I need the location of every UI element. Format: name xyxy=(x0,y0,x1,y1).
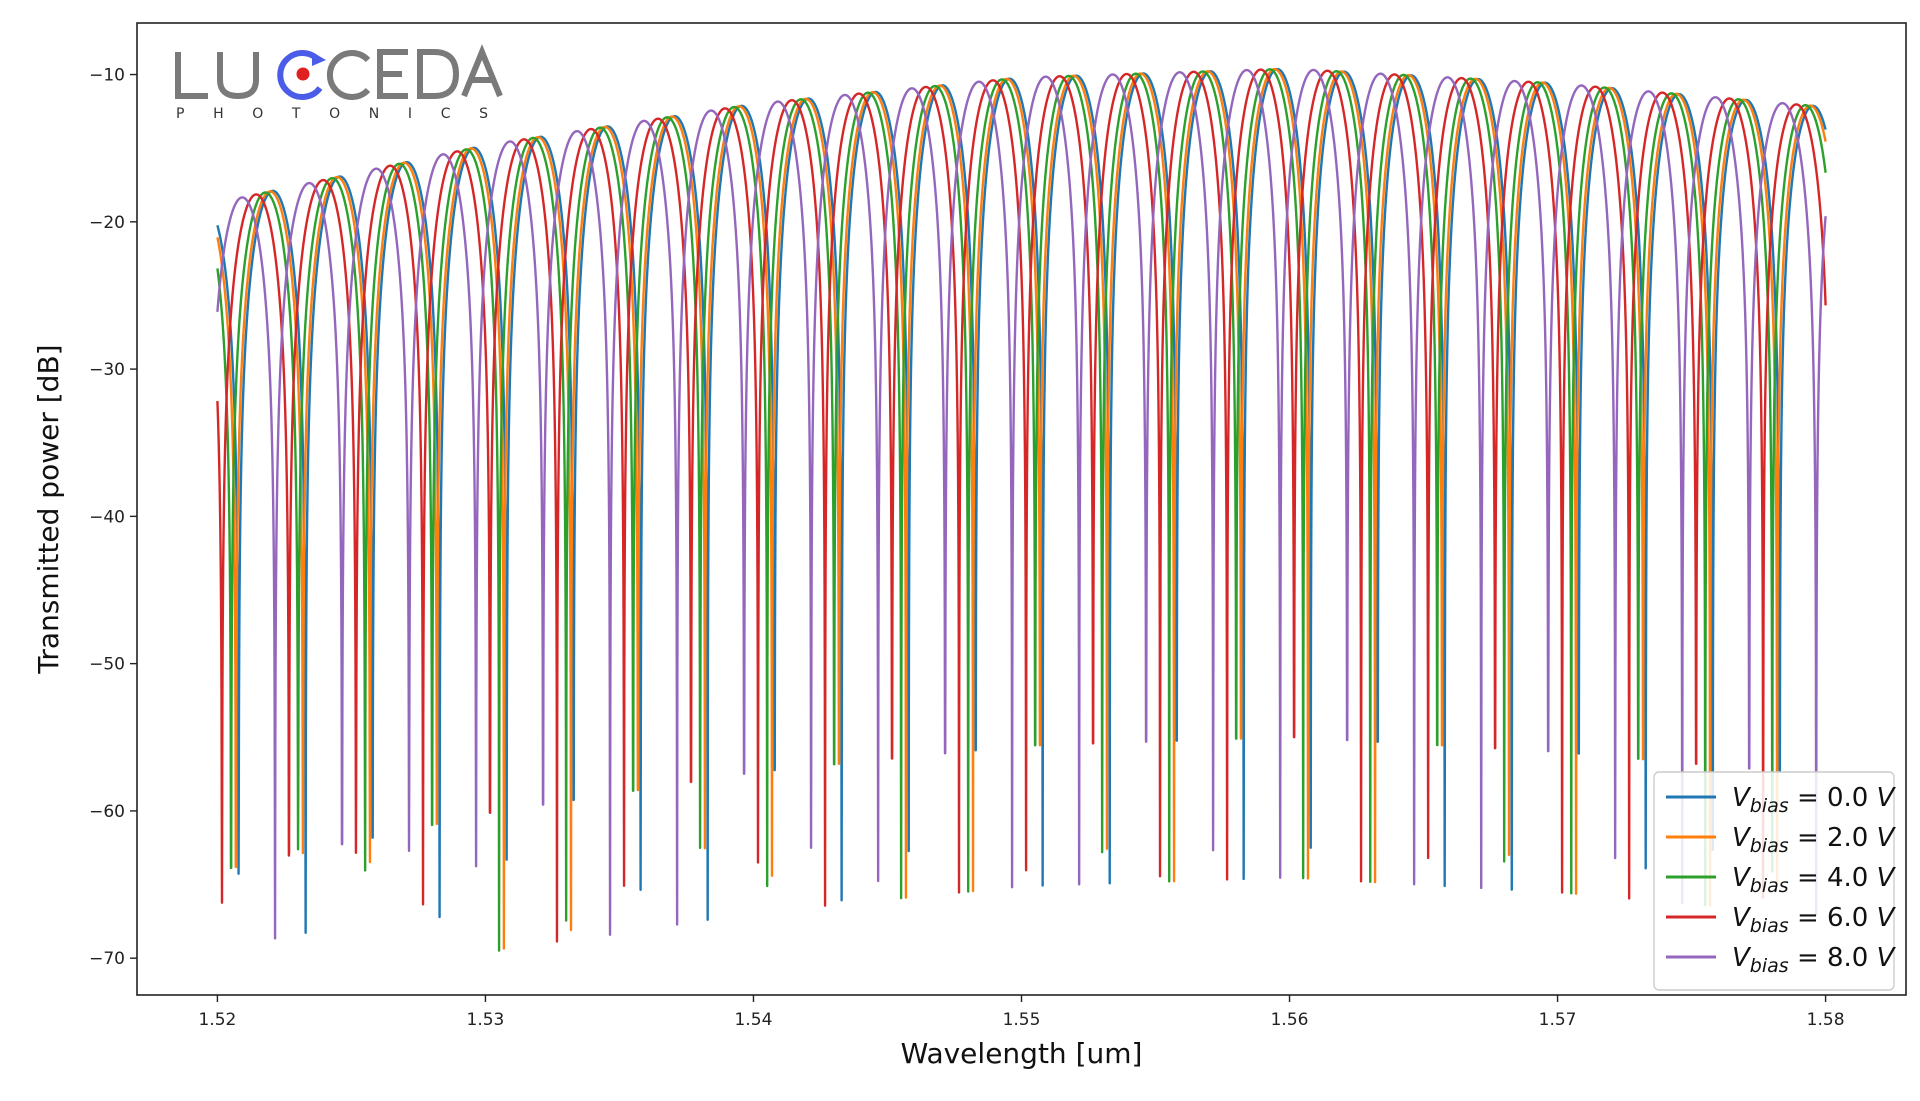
legend: Vbias = 0.0 V Vbias = 2.0 V Vbias = 4.0 V V… xyxy=(1653,771,1897,991)
series-layer xyxy=(216,67,1827,952)
logo-tagline: PHOTONICS xyxy=(176,106,488,122)
y-axis: −10 −20 −30 −40 −50 −60 −70 xyxy=(89,66,137,969)
luceda-logo: PHOTONICS xyxy=(175,44,503,122)
series-line xyxy=(216,67,1827,935)
series-line xyxy=(216,68,1827,952)
legend-entry: Vbias = 2.0 V xyxy=(1732,823,1897,857)
logo-letter-d xyxy=(417,49,460,99)
legend-box xyxy=(1653,771,1895,991)
legend-entry: Vbias = 6.0 V xyxy=(1732,903,1897,937)
y-tick-label: −50 xyxy=(89,655,125,675)
x-axis: 1.52 1.53 1.54 1.55 1.56 1.57 1.58 xyxy=(198,995,1845,1030)
logo-arrow-icon xyxy=(312,52,326,66)
x-tick-label: 1.53 xyxy=(467,1010,505,1030)
x-tick-label: 1.55 xyxy=(1003,1010,1041,1030)
logo-letter-c-arc xyxy=(277,50,323,100)
x-tick-label: 1.54 xyxy=(735,1010,773,1030)
series-line xyxy=(216,68,1827,940)
y-tick-label: −20 xyxy=(89,213,125,233)
logo-letter-a xyxy=(461,44,503,98)
legend-entry: Vbias = 8.0 V xyxy=(1732,943,1897,977)
legend-entry: Vbias = 4.0 V xyxy=(1732,863,1897,897)
logo-dot-icon xyxy=(296,67,310,81)
logo-letter-e xyxy=(377,49,408,99)
logo-letter-l xyxy=(175,52,208,99)
logo-letter-u xyxy=(217,52,259,100)
x-axis-label: Wavelength [um] xyxy=(901,1037,1143,1070)
y-tick-label: −40 xyxy=(89,507,125,527)
y-tick-label: −70 xyxy=(89,949,125,969)
y-tick-label: −30 xyxy=(89,360,125,380)
y-tick-label: −60 xyxy=(89,802,125,822)
x-tick-label: 1.58 xyxy=(1807,1010,1845,1030)
y-tick-label: −10 xyxy=(89,66,125,86)
logo-letter-c xyxy=(326,50,371,100)
y-axis-label: Transmitted power [dB] xyxy=(32,344,65,674)
x-tick-label: 1.56 xyxy=(1271,1010,1309,1030)
legend-entry: Vbias = 0.0 V xyxy=(1732,783,1897,817)
series-line xyxy=(216,67,1827,950)
x-tick-label: 1.52 xyxy=(198,1010,236,1030)
x-tick-label: 1.57 xyxy=(1539,1010,1577,1030)
series-line xyxy=(216,68,1827,943)
